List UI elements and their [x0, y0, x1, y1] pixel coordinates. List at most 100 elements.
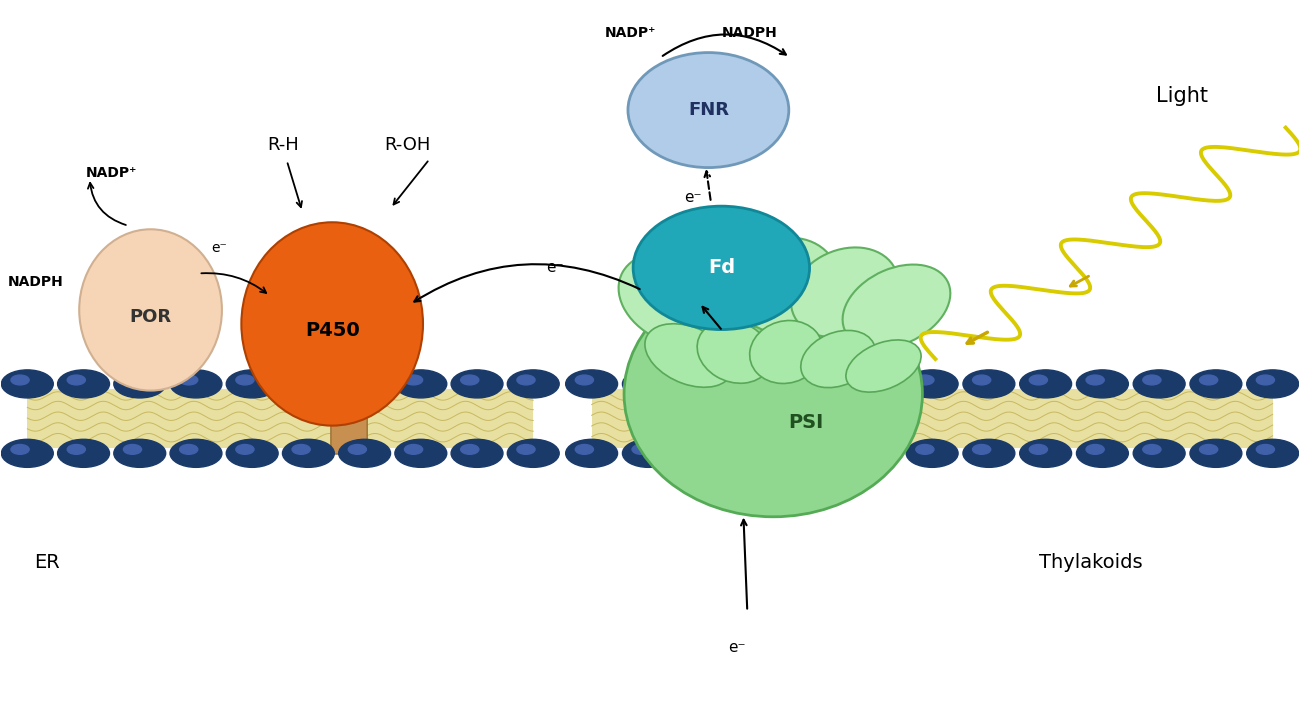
Circle shape: [404, 375, 422, 385]
Circle shape: [226, 370, 278, 398]
Ellipse shape: [633, 206, 810, 329]
Circle shape: [68, 375, 86, 385]
Text: NADP⁺: NADP⁺: [604, 26, 656, 40]
Ellipse shape: [624, 271, 923, 517]
Ellipse shape: [846, 340, 922, 392]
Circle shape: [451, 370, 503, 398]
Circle shape: [57, 439, 109, 467]
Circle shape: [915, 375, 933, 385]
Circle shape: [1247, 439, 1299, 467]
Circle shape: [10, 375, 29, 385]
Ellipse shape: [842, 265, 950, 348]
Circle shape: [679, 370, 731, 398]
Circle shape: [906, 370, 958, 398]
Text: PSI: PSI: [788, 413, 823, 432]
Circle shape: [57, 370, 109, 398]
Circle shape: [68, 444, 86, 454]
Text: Light: Light: [1156, 86, 1208, 106]
Circle shape: [1256, 444, 1274, 454]
Circle shape: [1143, 375, 1161, 385]
Circle shape: [179, 444, 198, 454]
Circle shape: [1030, 444, 1048, 454]
Circle shape: [623, 370, 675, 398]
Text: NADPH: NADPH: [8, 275, 64, 289]
Circle shape: [1086, 375, 1104, 385]
Circle shape: [1200, 444, 1218, 454]
Ellipse shape: [801, 330, 875, 388]
Bar: [592, 389, 1273, 448]
Circle shape: [114, 439, 165, 467]
Circle shape: [339, 439, 390, 467]
Circle shape: [566, 370, 618, 398]
Circle shape: [1030, 375, 1048, 385]
Circle shape: [915, 444, 933, 454]
Circle shape: [623, 439, 675, 467]
Circle shape: [576, 375, 593, 385]
Circle shape: [395, 439, 447, 467]
Circle shape: [802, 375, 820, 385]
Circle shape: [460, 375, 478, 385]
Circle shape: [802, 444, 820, 454]
Circle shape: [793, 439, 845, 467]
Circle shape: [736, 439, 788, 467]
Circle shape: [179, 375, 198, 385]
Circle shape: [632, 375, 650, 385]
Circle shape: [1, 370, 53, 398]
Circle shape: [292, 444, 311, 454]
Circle shape: [517, 375, 536, 385]
Circle shape: [972, 444, 991, 454]
Circle shape: [963, 370, 1015, 398]
Circle shape: [124, 375, 142, 385]
Circle shape: [292, 375, 311, 385]
Ellipse shape: [628, 53, 789, 168]
Circle shape: [566, 439, 618, 467]
Circle shape: [517, 444, 536, 454]
Circle shape: [1134, 439, 1186, 467]
Text: NADPH: NADPH: [722, 26, 777, 40]
Circle shape: [226, 439, 278, 467]
Circle shape: [404, 444, 422, 454]
Circle shape: [689, 444, 707, 454]
Circle shape: [849, 370, 901, 398]
Text: P450: P450: [304, 322, 360, 341]
Circle shape: [282, 439, 334, 467]
Circle shape: [679, 439, 731, 467]
Circle shape: [170, 439, 222, 467]
Circle shape: [859, 375, 878, 385]
Circle shape: [1019, 439, 1071, 467]
Circle shape: [348, 444, 367, 454]
Text: e⁻: e⁻: [212, 241, 227, 256]
Circle shape: [124, 444, 142, 454]
Circle shape: [1086, 444, 1104, 454]
FancyBboxPatch shape: [332, 383, 367, 454]
Circle shape: [339, 370, 390, 398]
Circle shape: [451, 439, 503, 467]
Circle shape: [632, 444, 650, 454]
Circle shape: [1134, 370, 1186, 398]
Ellipse shape: [697, 321, 771, 383]
Text: e⁻: e⁻: [546, 260, 564, 275]
Circle shape: [348, 375, 367, 385]
Circle shape: [114, 370, 165, 398]
Ellipse shape: [670, 238, 779, 333]
Circle shape: [1247, 370, 1299, 398]
Circle shape: [689, 375, 707, 385]
Text: e⁻: e⁻: [684, 190, 701, 206]
Circle shape: [859, 444, 878, 454]
Circle shape: [972, 375, 991, 385]
Text: FNR: FNR: [688, 101, 729, 119]
Text: ER: ER: [34, 553, 60, 572]
Ellipse shape: [790, 247, 898, 337]
Ellipse shape: [79, 230, 222, 391]
Circle shape: [576, 444, 593, 454]
Text: R-OH: R-OH: [384, 136, 430, 154]
Circle shape: [745, 375, 763, 385]
Text: POR: POR: [130, 308, 172, 326]
Circle shape: [1190, 439, 1242, 467]
Ellipse shape: [734, 238, 838, 333]
Circle shape: [282, 370, 334, 398]
Circle shape: [906, 439, 958, 467]
Text: R-H: R-H: [268, 136, 299, 154]
Circle shape: [235, 375, 254, 385]
Circle shape: [507, 370, 559, 398]
